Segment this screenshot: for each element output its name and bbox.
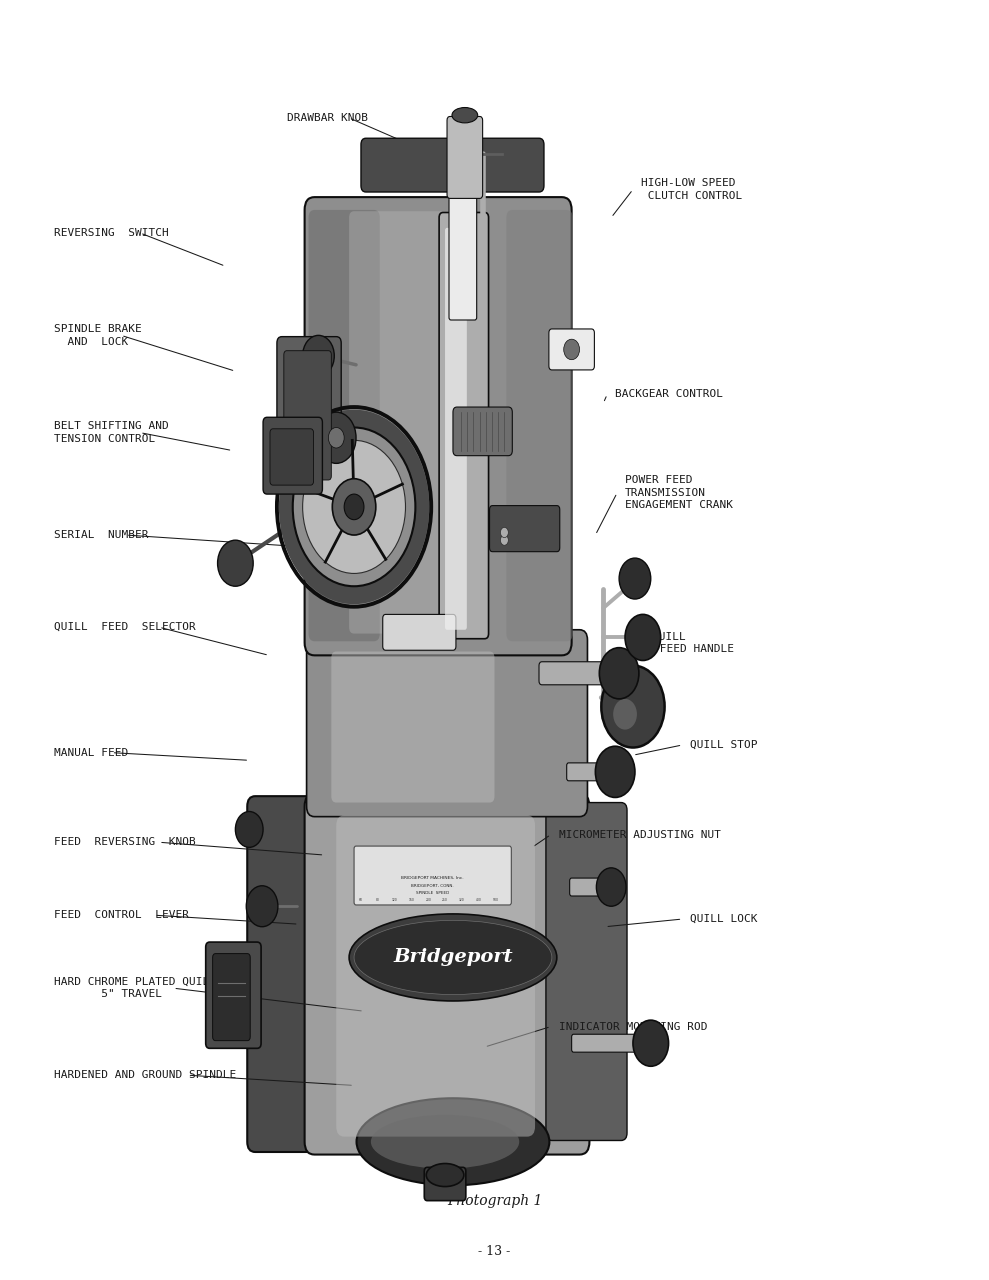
Text: BELT SHIFTING AND
TENSION CONTROL: BELT SHIFTING AND TENSION CONTROL bbox=[54, 421, 169, 444]
Text: QUILL
 FEED HANDLE: QUILL FEED HANDLE bbox=[653, 631, 734, 654]
Ellipse shape bbox=[349, 914, 557, 1001]
FancyBboxPatch shape bbox=[383, 614, 456, 650]
Text: REVERSING  SWITCH: REVERSING SWITCH bbox=[54, 228, 169, 238]
Text: Bridgeport: Bridgeport bbox=[394, 948, 512, 966]
Text: HARDENED AND GROUND SPINDLE: HARDENED AND GROUND SPINDLE bbox=[54, 1070, 236, 1080]
FancyBboxPatch shape bbox=[309, 210, 380, 641]
Text: QUILL LOCK: QUILL LOCK bbox=[690, 914, 758, 924]
Text: - 13 -: - 13 - bbox=[479, 1245, 510, 1258]
FancyBboxPatch shape bbox=[546, 803, 627, 1140]
FancyBboxPatch shape bbox=[361, 138, 544, 192]
Circle shape bbox=[500, 535, 508, 545]
Text: 400: 400 bbox=[476, 897, 482, 902]
Text: 160: 160 bbox=[408, 897, 414, 902]
Text: BACKGEAR CONTROL: BACKGEAR CONTROL bbox=[615, 389, 723, 399]
FancyBboxPatch shape bbox=[445, 228, 467, 630]
FancyBboxPatch shape bbox=[439, 212, 489, 639]
Text: Photograph 1: Photograph 1 bbox=[447, 1194, 542, 1207]
FancyBboxPatch shape bbox=[336, 815, 535, 1137]
Text: 80: 80 bbox=[376, 897, 380, 902]
Circle shape bbox=[328, 428, 344, 448]
Circle shape bbox=[293, 428, 415, 586]
Circle shape bbox=[500, 527, 508, 538]
Circle shape bbox=[218, 540, 253, 586]
Circle shape bbox=[613, 699, 637, 730]
Circle shape bbox=[625, 614, 661, 660]
Ellipse shape bbox=[371, 1115, 519, 1169]
Text: SPINDLE BRAKE
  AND  LOCK: SPINDLE BRAKE AND LOCK bbox=[54, 324, 142, 347]
Circle shape bbox=[564, 339, 580, 360]
Text: HARD CHROME PLATED QUILL
       5" TRAVEL: HARD CHROME PLATED QUILL 5" TRAVEL bbox=[54, 977, 217, 1000]
Circle shape bbox=[595, 746, 635, 797]
Text: 500: 500 bbox=[493, 897, 498, 902]
Circle shape bbox=[633, 1020, 669, 1066]
FancyBboxPatch shape bbox=[539, 662, 619, 685]
Text: FEED  CONTROL  LEVER: FEED CONTROL LEVER bbox=[54, 910, 190, 920]
FancyBboxPatch shape bbox=[506, 210, 573, 641]
FancyBboxPatch shape bbox=[424, 1167, 466, 1201]
Circle shape bbox=[344, 494, 364, 520]
Ellipse shape bbox=[426, 1164, 464, 1187]
FancyBboxPatch shape bbox=[447, 116, 483, 198]
FancyBboxPatch shape bbox=[449, 180, 477, 320]
Circle shape bbox=[619, 558, 651, 599]
Circle shape bbox=[596, 868, 626, 906]
Text: 250: 250 bbox=[442, 897, 448, 902]
Text: DRAWBAR KNOB: DRAWBAR KNOB bbox=[287, 113, 368, 123]
Text: FEED  REVERSING  KNOB: FEED REVERSING KNOB bbox=[54, 837, 196, 847]
Text: BRIDGEPORT, CONN.: BRIDGEPORT, CONN. bbox=[410, 883, 454, 888]
Ellipse shape bbox=[357, 1098, 550, 1185]
FancyBboxPatch shape bbox=[263, 417, 322, 494]
Text: 200: 200 bbox=[425, 897, 431, 902]
Text: INDICATOR MOUNTING ROD: INDICATOR MOUNTING ROD bbox=[559, 1021, 707, 1032]
Circle shape bbox=[332, 479, 376, 535]
FancyBboxPatch shape bbox=[549, 329, 594, 370]
Text: QUILL  FEED  SELECTOR: QUILL FEED SELECTOR bbox=[54, 622, 196, 632]
Circle shape bbox=[303, 335, 334, 376]
Text: 60: 60 bbox=[359, 897, 363, 902]
FancyBboxPatch shape bbox=[307, 630, 587, 817]
FancyBboxPatch shape bbox=[349, 211, 478, 634]
Text: MICROMETER ADJUSTING NUT: MICROMETER ADJUSTING NUT bbox=[559, 829, 721, 840]
FancyBboxPatch shape bbox=[305, 197, 572, 655]
Circle shape bbox=[235, 812, 263, 847]
Text: MANUAL FEED: MANUAL FEED bbox=[54, 748, 129, 758]
FancyBboxPatch shape bbox=[284, 351, 331, 480]
Text: SERIAL  NUMBER: SERIAL NUMBER bbox=[54, 530, 149, 540]
Text: 320: 320 bbox=[459, 897, 465, 902]
Text: POWER FEED
TRANSMISSION
ENGAGEMENT CRANK: POWER FEED TRANSMISSION ENGAGEMENT CRANK bbox=[625, 475, 733, 511]
FancyBboxPatch shape bbox=[567, 763, 612, 781]
FancyBboxPatch shape bbox=[490, 506, 560, 552]
Ellipse shape bbox=[452, 108, 478, 123]
FancyBboxPatch shape bbox=[570, 878, 611, 896]
Text: SPINDLE  SPEED: SPINDLE SPEED bbox=[415, 891, 449, 896]
Circle shape bbox=[246, 886, 278, 927]
FancyBboxPatch shape bbox=[331, 652, 494, 803]
FancyBboxPatch shape bbox=[453, 407, 512, 456]
FancyBboxPatch shape bbox=[213, 954, 250, 1041]
Circle shape bbox=[316, 412, 356, 463]
FancyBboxPatch shape bbox=[247, 796, 342, 1152]
Text: QUILL STOP: QUILL STOP bbox=[690, 740, 758, 750]
Circle shape bbox=[599, 648, 639, 699]
FancyBboxPatch shape bbox=[354, 846, 511, 905]
FancyBboxPatch shape bbox=[206, 942, 261, 1048]
FancyBboxPatch shape bbox=[270, 429, 314, 485]
Text: HIGH-LOW SPEED
 CLUTCH CONTROL: HIGH-LOW SPEED CLUTCH CONTROL bbox=[641, 178, 742, 201]
Circle shape bbox=[601, 666, 665, 748]
Ellipse shape bbox=[354, 920, 552, 995]
FancyBboxPatch shape bbox=[305, 794, 589, 1155]
Text: BRIDGEPORT MACHINES, Inc.: BRIDGEPORT MACHINES, Inc. bbox=[401, 876, 464, 881]
FancyBboxPatch shape bbox=[572, 1034, 650, 1052]
FancyBboxPatch shape bbox=[277, 337, 341, 490]
Circle shape bbox=[279, 410, 429, 604]
Text: 120: 120 bbox=[392, 897, 398, 902]
Circle shape bbox=[303, 440, 405, 573]
